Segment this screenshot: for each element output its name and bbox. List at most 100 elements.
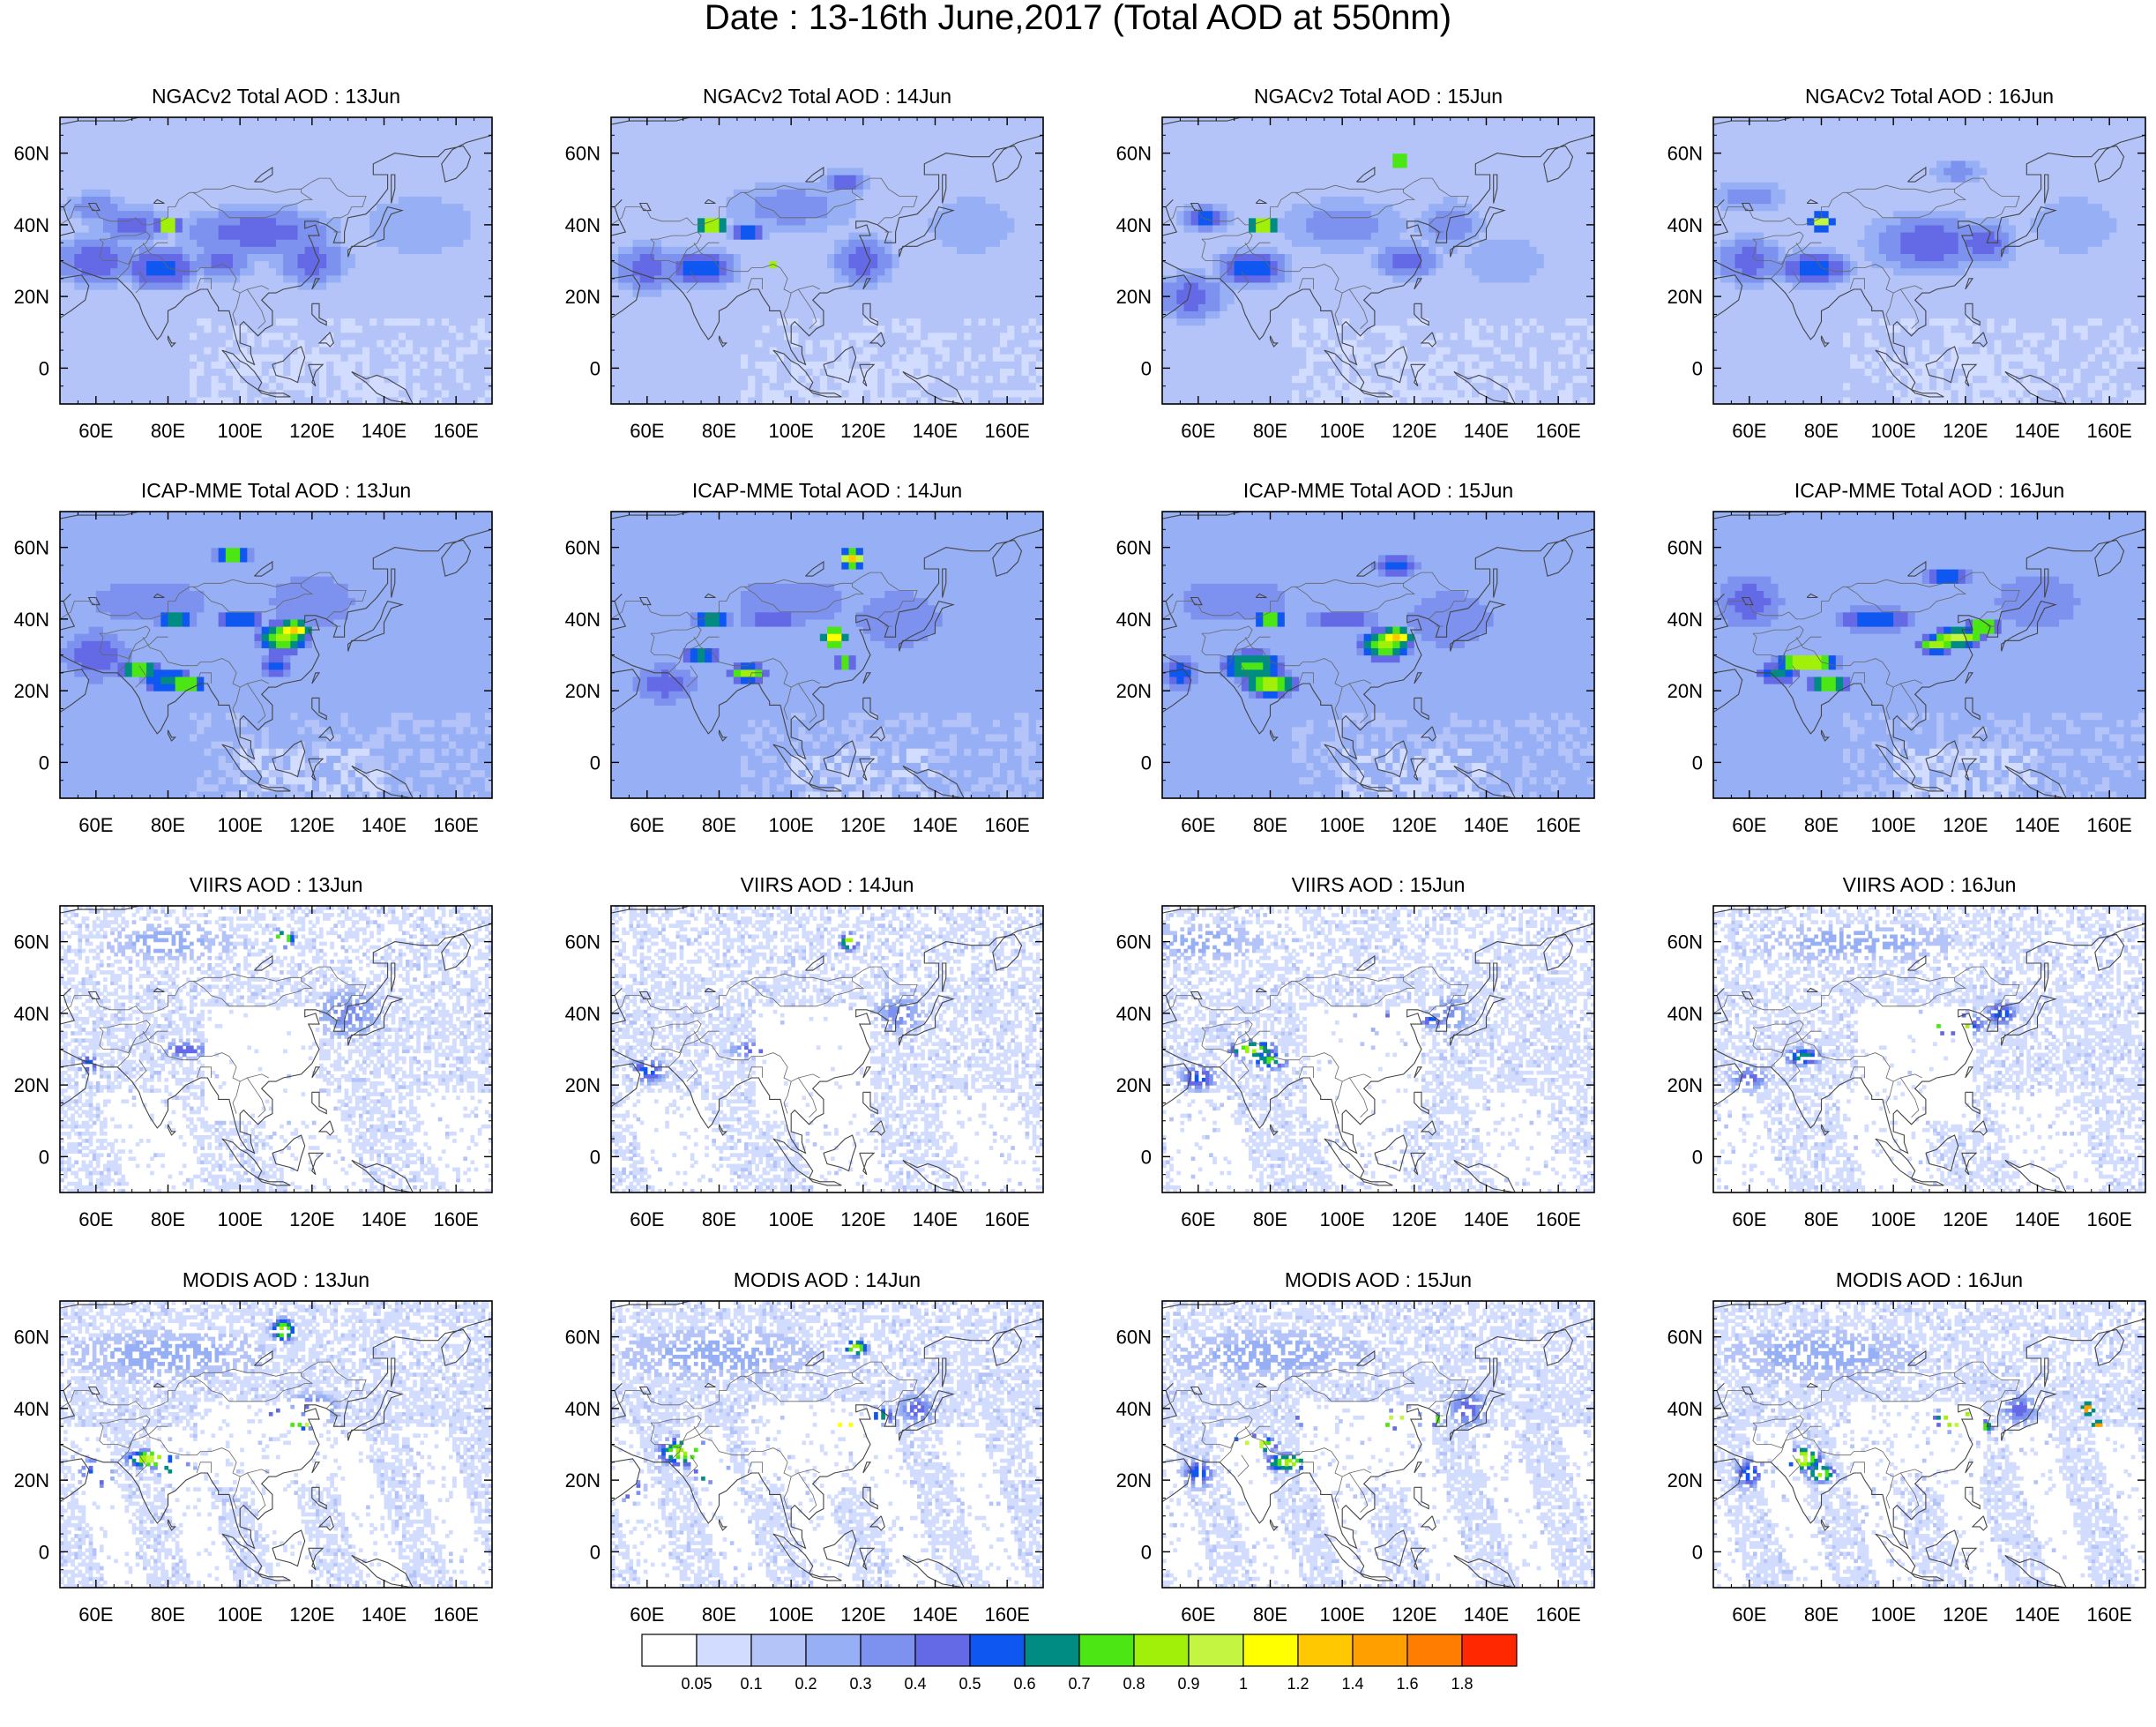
aod-field [1162,906,1594,1192]
panel-title: MODIS AOD : 16Jun [1836,1268,2023,1291]
panel-title: VIIRS AOD : 16Jun [1843,873,2017,896]
x-tick-label: 60E [1181,1604,1215,1626]
x-tick-label: 60E [1732,420,1766,442]
x-tick-label: 60E [1732,1208,1766,1230]
colorbar-swatch [1133,1634,1190,1667]
y-tick-label: 60N [565,143,601,165]
x-tick-label: 100E [217,420,262,442]
panel-ngacv2-2: NGACv2 Total AOD : 14Jun 60E 80E 100E 120E 14… [565,85,1044,442]
x-tick-label: 140E [362,1208,407,1230]
x-tick-label: 100E [1319,1208,1364,1230]
x-tick-label: 60E [78,420,113,442]
colorbar-label: 0.1 [740,1675,762,1693]
x-tick-label: 140E [1464,1208,1509,1230]
x-tick-label: 140E [2015,1208,2060,1230]
x-tick-label: 60E [78,814,113,836]
panel-title: MODIS AOD : 15Jun [1285,1268,1472,1291]
panel-ngacv2-3: NGACv2 Total AOD : 15Jun 60E 80E 100E 120E 14… [1116,85,1595,442]
y-tick-label: 40N [1116,214,1152,236]
y-tick-label: 40N [565,1003,601,1025]
x-tick-label: 60E [1181,1208,1215,1230]
aod-field [60,512,492,798]
y-tick-label: 40N [1667,214,1703,236]
y-tick-label: 20N [14,286,49,308]
aod-field [60,906,492,1192]
y-tick-label: 0 [1141,357,1152,379]
aod-field [60,117,492,404]
y-tick-label: 60N [1667,1327,1703,1349]
y-tick-label: 60N [565,537,601,559]
x-tick-label: 160E [433,1604,478,1626]
x-tick-label: 140E [913,814,958,836]
panel-icap-mme-2: ICAP-MME Total AOD : 14Jun 60E 80E 100E 120E… [565,479,1044,836]
panel-title: MODIS AOD : 13Jun [183,1268,369,1291]
panel-modis-1: MODIS AOD : 13Jun 60E 80E 100E 120E 140E 160E 0… [14,1268,493,1626]
coastlines [60,117,492,404]
x-tick-label: 160E [1535,420,1580,442]
x-tick-label: 100E [1319,814,1364,836]
colorbar-swatch [1461,1634,1518,1667]
colorbar-label: 0.3 [849,1675,871,1693]
y-tick-label: 20N [565,680,601,702]
y-tick-label: 60N [1667,537,1703,559]
x-tick-label: 160E [984,1208,1029,1230]
colorbar-swatch [1188,1634,1244,1667]
x-tick-label: 140E [1464,814,1509,836]
x-tick-label: 60E [630,814,664,836]
coastlines [60,906,492,1192]
colorbar-label: 1.4 [1341,1675,1363,1693]
x-tick-label: 120E [289,1208,334,1230]
panel-title: NGACv2 Total AOD : 16Jun [1805,85,2054,108]
main-title: Date : 13-16th June,2017 (Total AOD at 5… [0,0,2156,35]
aod-field [1713,1301,2145,1588]
x-tick-label: 80E [1804,814,1839,836]
x-tick-label: 120E [289,420,334,442]
y-tick-label: 20N [1667,680,1703,702]
panel-modis-2: MODIS AOD : 14Jun 60E 80E 100E 120E 140E 160E 0… [565,1268,1044,1626]
y-tick-label: 20N [1116,1469,1152,1492]
y-tick-label: 40N [1667,1003,1703,1025]
y-tick-label: 20N [1116,286,1152,308]
panel-title: VIIRS AOD : 14Jun [741,873,914,896]
x-tick-label: 160E [433,814,478,836]
x-tick-label: 120E [1943,1208,1988,1230]
coastlines [60,512,492,798]
x-tick-label: 60E [78,1604,113,1626]
x-tick-label: 100E [1870,814,1915,836]
aod-field [60,1301,492,1588]
y-tick-label: 60N [565,1327,601,1349]
panel-icap-mme-1: ICAP-MME Total AOD : 13Jun 60E 80E 100E 120E… [14,479,493,836]
y-tick-label: 60N [565,931,601,953]
x-tick-label: 80E [1804,420,1839,442]
y-tick-label: 20N [14,680,49,702]
panel-title: ICAP-MME Total AOD : 16Jun [1794,479,2064,502]
x-tick-label: 160E [984,1604,1029,1626]
panel-ngacv2-1: NGACv2 Total AOD : 13Jun 60E 80E 100E 120E 14… [14,85,493,442]
panel-icap-mme-3: ICAP-MME Total AOD : 15Jun 60E 80E 100E 120E… [1116,479,1595,836]
aod-field [611,512,1043,798]
x-tick-label: 100E [1870,1604,1915,1626]
y-tick-label: 20N [14,1469,49,1492]
x-tick-label: 160E [2086,814,2131,836]
panel-title: ICAP-MME Total AOD : 15Jun [1243,479,1513,502]
x-tick-label: 60E [78,1208,113,1230]
x-tick-label: 120E [1391,420,1436,442]
x-tick-label: 160E [1535,1208,1580,1230]
x-tick-label: 140E [913,420,958,442]
coastlines [1713,1301,2145,1588]
x-tick-label: 140E [1464,1604,1509,1626]
y-tick-label: 20N [1116,680,1152,702]
x-tick-label: 80E [1253,814,1287,836]
x-tick-label: 60E [1181,814,1215,836]
coastlines [611,512,1043,798]
panel-icap-mme-4: ICAP-MME Total AOD : 16Jun 60E 80E 100E 120E… [1667,479,2146,836]
y-tick-label: 0 [1141,751,1152,774]
x-tick-label: 80E [702,1208,736,1230]
x-tick-label: 120E [840,1208,885,1230]
colorbar-swatch [1242,1634,1299,1667]
coastlines [1162,1301,1594,1588]
y-tick-label: 0 [590,1146,601,1168]
y-tick-label: 0 [1692,1541,1703,1563]
y-tick-label: 20N [1667,1469,1703,1492]
x-tick-label: 140E [1464,420,1509,442]
